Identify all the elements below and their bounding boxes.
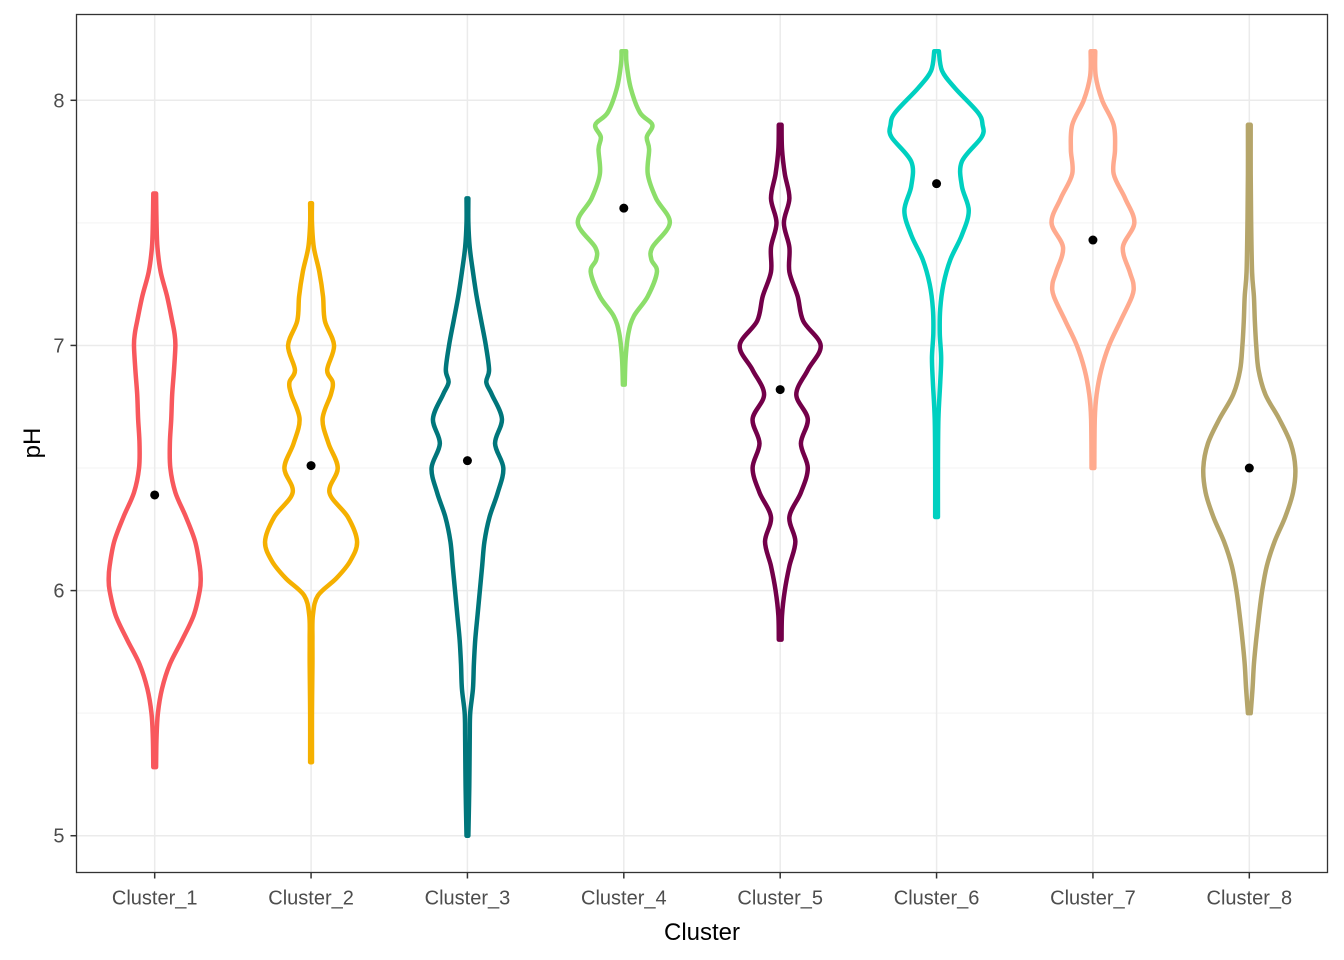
x-axis: Cluster_1 Cluster_2 Cluster_3 Cluster_4 Clus… (112, 872, 1293, 910)
mean-point (619, 203, 629, 213)
x-tick-label: Cluster_8 (1207, 888, 1293, 910)
y-tick-label: 8 (53, 90, 64, 112)
violin-group (1049, 49, 1137, 471)
x-tick-label: Cluster_5 (737, 888, 823, 910)
y-axis: 5 6 7 8 (53, 90, 77, 848)
violin-cluster-2 (262, 201, 360, 765)
violin-cluster-7 (1049, 49, 1137, 471)
violins (106, 49, 1298, 838)
mean-point (150, 490, 160, 500)
mean-point (932, 179, 942, 189)
violin-group (887, 49, 986, 520)
x-tick-label: Cluster_4 (581, 888, 667, 910)
violin-cluster-1 (106, 191, 203, 770)
violin-group (1200, 122, 1298, 716)
y-tick-label: 7 (53, 335, 64, 357)
x-tick-label: Cluster_7 (1050, 888, 1136, 910)
violin-cluster-6 (887, 49, 986, 520)
violin-group (106, 191, 203, 770)
y-axis-title: pH (19, 428, 46, 459)
grid (76, 14, 1328, 873)
x-tick-label: Cluster_1 (112, 888, 198, 910)
violin-cluster-5 (737, 122, 823, 642)
panel-border (75, 13, 1329, 874)
mean-point (775, 385, 785, 395)
y-tick-label: 5 (53, 826, 64, 848)
mean-point (1088, 235, 1098, 245)
violin-cluster-4 (575, 49, 673, 387)
mean-point (462, 456, 472, 466)
x-tick-label: Cluster_3 (425, 888, 511, 910)
violin-group (575, 49, 673, 387)
mean-point (306, 461, 316, 471)
violin-group (429, 196, 506, 838)
mean-point (1244, 463, 1254, 473)
x-tick-label: Cluster_2 (268, 888, 354, 910)
x-tick-label: Cluster_6 (894, 888, 980, 910)
violin-cluster-3 (429, 196, 506, 838)
y-tick-label: 6 (53, 581, 64, 603)
violin-group (737, 122, 823, 642)
x-axis-title: Cluster (664, 919, 740, 946)
violin-cluster-8 (1200, 122, 1298, 716)
violin-group (262, 201, 360, 765)
